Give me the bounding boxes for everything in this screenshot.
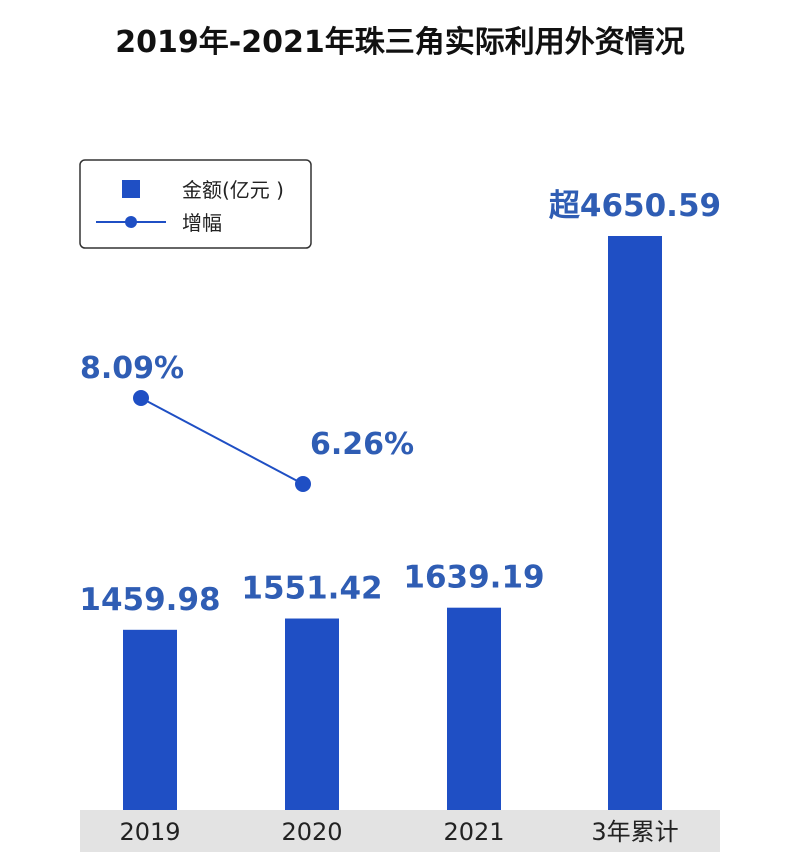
bar-value-label-3: 1639.19	[403, 560, 544, 596]
legend-bar-swatch	[122, 180, 140, 198]
x-axis-ticks: 2019 2020 2021 3年累计	[119, 818, 678, 846]
chart-title: 2019年-2021年珠三角实际利用外资情况	[115, 25, 684, 60]
growth-label-1: 8.09%	[80, 351, 184, 386]
legend-line-label: 增幅	[182, 211, 222, 235]
growth-line	[140, 397, 304, 485]
growth-label-2: 6.26%	[310, 427, 414, 462]
growth-line-series: 8.09% 6.26%	[80, 351, 414, 492]
x-axis-band	[80, 810, 720, 852]
legend-line-marker	[125, 216, 137, 228]
x-tick-label-4: 3年累计	[591, 818, 678, 846]
bar-1	[123, 629, 177, 810]
x-tick-label-2: 2020	[281, 818, 342, 846]
bar-value-label-4: 超4650.59	[549, 188, 721, 224]
bars	[123, 236, 662, 810]
bar-labels: 1459.98 1551.42 1639.19 超4650.59	[79, 188, 721, 618]
bar-value-label-2: 1551.42	[241, 571, 382, 607]
bar-4	[608, 236, 662, 810]
growth-point-2	[295, 476, 311, 492]
legend-bar-label: 金额(亿元 )	[182, 178, 284, 202]
bar-3	[447, 607, 501, 810]
bar-2	[285, 618, 339, 810]
growth-point-1	[133, 390, 149, 406]
legend: 金额(亿元 ) 增幅	[79, 159, 312, 249]
x-tick-label-1: 2019	[119, 818, 180, 846]
x-tick-label-3: 2021	[443, 818, 504, 846]
bar-value-label-1: 1459.98	[79, 582, 220, 618]
